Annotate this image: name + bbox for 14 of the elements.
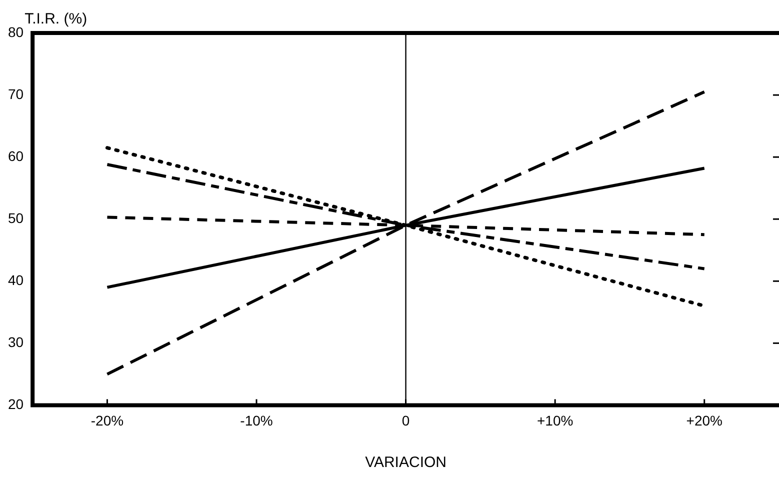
x-tick-label: -10% [240, 412, 273, 428]
y-tick-label: 40 [8, 272, 24, 288]
y-axis-title: T.I.R. (%) [24, 10, 88, 28]
y-tick-label: 20 [8, 396, 24, 412]
y-tick-label: 70 [8, 86, 24, 102]
x-tick-label: +20% [686, 412, 722, 428]
y-tick-label: 80 [8, 24, 24, 40]
y-tick-label: 30 [8, 334, 24, 350]
x-axis-title: VARIACION [365, 454, 446, 472]
y-tick-label: 50 [8, 210, 24, 226]
x-tick-label: 0 [402, 412, 410, 428]
x-tick-label: +10% [536, 412, 574, 428]
x-tick-label: -20% [90, 412, 124, 428]
y-tick-label: 60 [8, 148, 24, 164]
